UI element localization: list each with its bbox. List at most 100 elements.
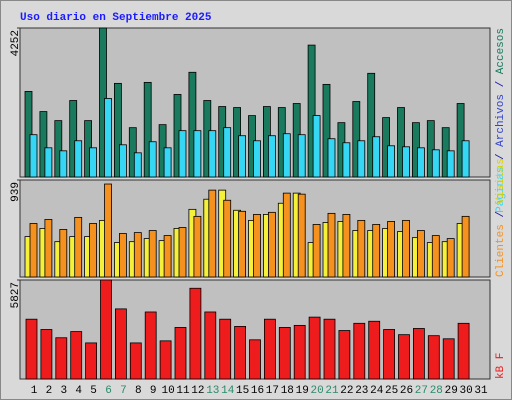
bar — [55, 337, 68, 380]
bar — [263, 318, 276, 380]
bar — [323, 318, 336, 380]
x-tick-label: 28 — [430, 385, 443, 397]
bar — [148, 141, 157, 178]
bar — [219, 318, 232, 380]
bar — [29, 134, 38, 178]
x-tick-label: 20 — [310, 385, 323, 397]
x-tick-label: 12 — [191, 385, 204, 397]
x-tick-label: 29 — [445, 385, 458, 397]
bar — [461, 215, 470, 278]
x-tick-label: 23 — [355, 385, 368, 397]
legend-entry: kB F — [495, 353, 507, 379]
bar — [40, 329, 53, 380]
bar — [293, 324, 306, 380]
bar — [456, 103, 465, 178]
bar — [238, 135, 247, 178]
legend: kB F — [495, 353, 507, 379]
bar — [24, 91, 33, 178]
bar — [104, 183, 112, 278]
bar — [193, 130, 202, 178]
chart-title: Uso diario en Septiembre 2025 — [20, 12, 212, 24]
legend-entry: Accesos — [495, 28, 507, 74]
bar — [338, 330, 351, 380]
bar — [297, 193, 306, 278]
x-tick-label: 3 — [60, 385, 67, 397]
bar — [297, 134, 306, 178]
bar — [159, 340, 172, 380]
x-tick-label: 14 — [221, 385, 235, 397]
bar — [85, 342, 97, 380]
x-tick-label: 10 — [161, 385, 174, 397]
bar — [342, 213, 351, 278]
x-tick-label: 6 — [105, 385, 112, 397]
bar — [253, 140, 261, 178]
bar — [70, 331, 83, 380]
bar — [427, 335, 440, 380]
legend: Clientes / Visitas — [495, 158, 507, 277]
bar — [372, 224, 381, 278]
bar — [163, 235, 172, 278]
bar — [115, 308, 127, 380]
bar — [412, 328, 425, 380]
bar — [307, 44, 316, 178]
bar — [446, 238, 455, 278]
bar — [133, 232, 142, 278]
bar — [204, 311, 217, 380]
bar — [163, 147, 172, 178]
bar — [100, 279, 112, 380]
bar — [189, 287, 202, 380]
x-tick-label: 5 — [90, 385, 97, 397]
bar — [253, 213, 261, 278]
bar — [143, 81, 152, 178]
bar — [446, 150, 455, 178]
legend-entry: Clientes — [495, 224, 507, 277]
bar — [174, 327, 187, 380]
y-tick-label: 939 — [10, 182, 22, 202]
bar — [457, 322, 470, 380]
bar — [342, 142, 351, 178]
bar — [29, 223, 38, 278]
bar — [59, 229, 68, 278]
bar — [387, 221, 396, 278]
bar — [267, 135, 276, 178]
bar — [278, 327, 291, 380]
legend-entry: Archivos — [495, 94, 507, 147]
bar — [312, 224, 321, 278]
legend-entry: / — [495, 147, 507, 167]
x-tick-label: 8 — [135, 385, 142, 397]
bar — [461, 140, 470, 178]
bar — [128, 127, 137, 178]
bar — [383, 329, 396, 380]
x-tick-label: 22 — [340, 385, 353, 397]
bar — [44, 219, 53, 278]
bar — [39, 111, 48, 178]
bar — [114, 82, 122, 178]
bar — [74, 216, 83, 278]
bar — [352, 101, 361, 178]
x-tick-label: 31 — [474, 385, 488, 397]
x-tick-label: 2 — [46, 385, 53, 397]
x-tick-label: 24 — [370, 385, 384, 397]
bar — [54, 120, 63, 178]
bar — [402, 146, 410, 178]
bar — [357, 219, 366, 278]
bar — [178, 130, 187, 178]
bar — [144, 311, 157, 380]
bar — [44, 147, 53, 178]
x-tick-label: 13 — [206, 385, 219, 397]
bar — [119, 144, 127, 178]
x-tick-label: 16 — [251, 385, 264, 397]
x-tick-label: 7 — [120, 385, 127, 397]
x-tick-label: 17 — [266, 385, 279, 397]
bar — [353, 322, 366, 380]
x-tick-label: 15 — [236, 385, 249, 397]
bar — [59, 150, 68, 178]
legend-entry: Páginas — [495, 167, 507, 213]
bar — [119, 233, 127, 278]
bar — [89, 223, 97, 278]
bar — [267, 211, 276, 278]
bar — [357, 140, 366, 178]
bar — [387, 145, 396, 178]
bar — [89, 147, 97, 178]
